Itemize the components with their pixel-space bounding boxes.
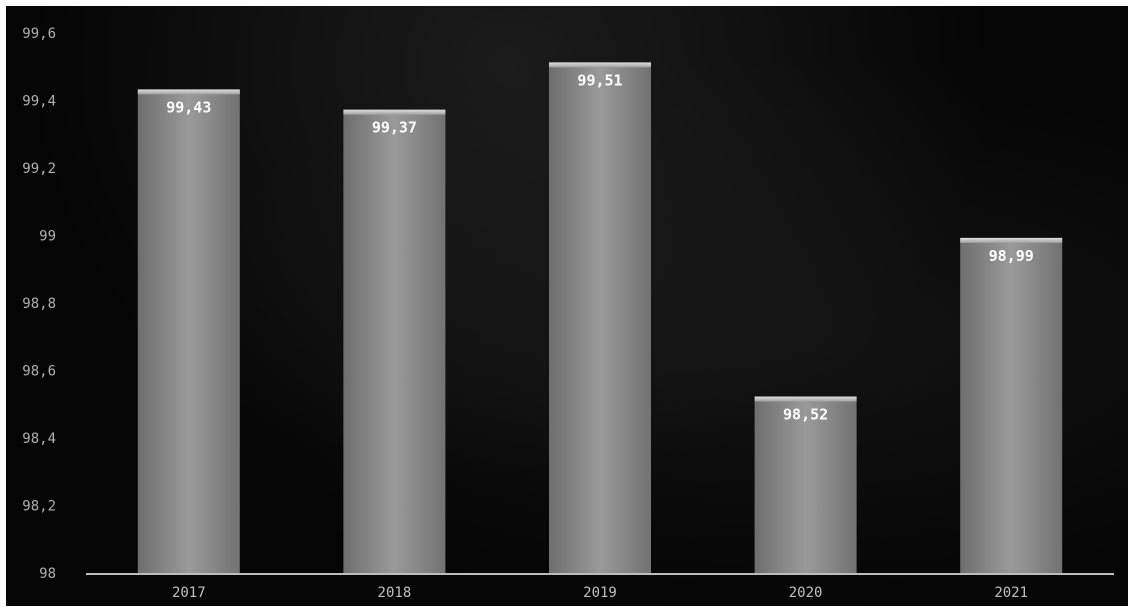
y-axis: 98 98,2 98,4 98,6 98,8 99 99,2 99,4 99,6 [22,26,56,582]
y-tick-label: 98,2 [22,499,56,515]
y-tick-label: 99 [39,229,56,245]
data-label: 99,43 [166,98,211,116]
data-label: 98,52 [783,406,828,424]
x-tick-label: 2019 [583,585,617,601]
data-label: 99,37 [372,119,417,137]
x-axis: 2017 2018 2019 2020 2021 [172,585,1028,601]
bar [960,238,1063,573]
bar [137,90,240,573]
x-tick-label: 2018 [378,585,412,601]
bars: 99,43 99,37 99,51 98,52 98,99 [137,62,1063,573]
x-tick-label: 2021 [994,585,1028,601]
bar-cap [549,62,651,68]
x-tick-label: 2020 [789,585,823,601]
y-tick-label: 98,6 [22,364,56,380]
data-label: 99,51 [577,71,622,89]
bar [549,63,651,573]
y-tick-label: 98,8 [22,296,56,312]
bar [343,110,446,573]
bar-cap [343,109,446,115]
x-tick-label: 2017 [172,585,206,601]
y-tick-label: 99,4 [22,94,56,110]
data-label: 98,99 [989,247,1034,265]
bar [754,397,857,573]
y-tick-label: 99,2 [22,161,56,177]
chart-frame: 98 98,2 98,4 98,6 98,8 99 99,2 99,4 99,6 99,43 99… [6,6,1128,606]
y-tick-label: 98 [39,566,56,582]
bar-cap [960,237,1063,243]
bar-cap [754,396,857,402]
bar-cap [137,89,240,95]
y-tick-label: 98,4 [22,431,56,447]
y-tick-label: 99,6 [22,26,56,42]
